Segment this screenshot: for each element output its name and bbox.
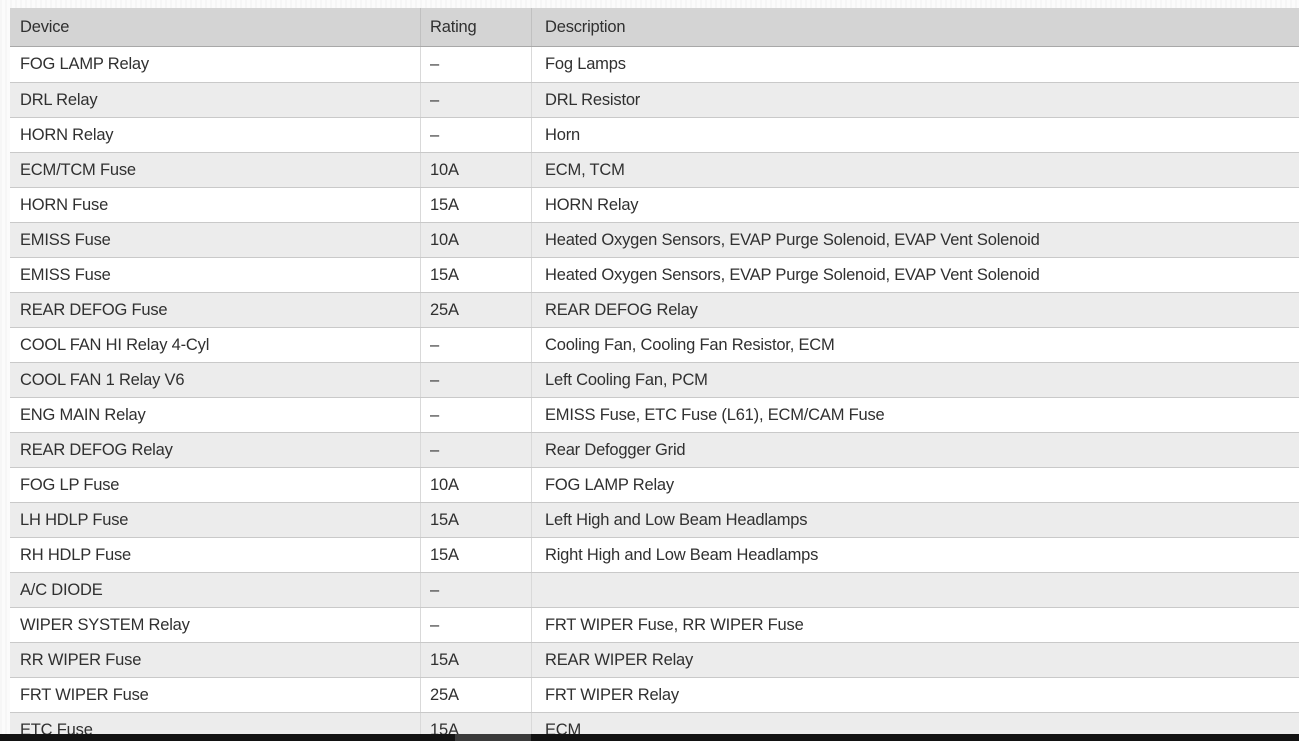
- device-cell: DRL Relay: [20, 90, 98, 109]
- device-cell: COOL FAN 1 Relay V6: [20, 370, 185, 389]
- description-cell: DRL Resistor: [531, 83, 1299, 117]
- device-cell: FOG LAMP Relay: [20, 55, 149, 73]
- device-cell: RH HDLP Fuse: [20, 545, 131, 564]
- table-row: DRL Relay – DRL Resistor: [10, 82, 1299, 117]
- description-cell: REAR DEFOG Relay: [531, 293, 1299, 327]
- rating-cell: –: [420, 47, 531, 82]
- table-row: EMISS Fuse 15A Heated Oxygen Sensors, EV…: [10, 257, 1299, 292]
- description-cell: Heated Oxygen Sensors, EVAP Purge Soleno…: [531, 258, 1299, 292]
- rating-cell: –: [420, 83, 531, 117]
- table-row: FOG LP Fuse 10A FOG LAMP Relay: [10, 467, 1299, 502]
- rating-cell: 15A: [420, 503, 531, 537]
- rating-cell: –: [420, 608, 531, 642]
- description-cell: Left Cooling Fan, PCM: [531, 363, 1299, 397]
- rating-cell: –: [420, 118, 531, 152]
- table-row: FOG LAMP Relay – Fog Lamps: [10, 47, 1299, 82]
- device-cell: ENG MAIN Relay: [20, 405, 146, 424]
- table-row: A/C DIODE –: [10, 572, 1299, 607]
- description-cell: Heated Oxygen Sensors, EVAP Purge Soleno…: [531, 223, 1299, 257]
- table-header-row: Device Rating Description: [10, 8, 1299, 47]
- device-cell: HORN Relay: [20, 125, 114, 144]
- table-row: REAR DEFOG Fuse 25A REAR DEFOG Relay: [10, 292, 1299, 327]
- rating-cell: 10A: [420, 223, 531, 257]
- table-row: FRT WIPER Fuse 25A FRT WIPER Relay: [10, 677, 1299, 712]
- description-cell: HORN Relay: [531, 188, 1299, 222]
- rating-cell: 25A: [420, 293, 531, 327]
- description-cell: Left High and Low Beam Headlamps: [531, 503, 1299, 537]
- rating-cell: 15A: [420, 188, 531, 222]
- description-cell: Right High and Low Beam Headlamps: [531, 538, 1299, 572]
- device-cell: COOL FAN HI Relay 4-Cyl: [20, 335, 210, 354]
- rating-cell: 15A: [420, 538, 531, 572]
- column-header-description: Description: [531, 8, 1299, 46]
- table-body: FOG LAMP Relay – Fog Lamps DRL Relay – D…: [10, 47, 1299, 741]
- column-header-device: Device: [20, 17, 70, 36]
- rating-cell: –: [420, 328, 531, 362]
- horizontal-scrollbar-thumb[interactable]: [455, 734, 531, 741]
- device-cell: ECM/TCM Fuse: [20, 160, 136, 179]
- table-row: WIPER SYSTEM Relay – FRT WIPER Fuse, RR …: [10, 607, 1299, 642]
- rating-cell: 25A: [420, 678, 531, 712]
- table-row: EMISS Fuse 10A Heated Oxygen Sensors, EV…: [10, 222, 1299, 257]
- table-row: RR WIPER Fuse 15A REAR WIPER Relay: [10, 642, 1299, 677]
- description-cell: Cooling Fan, Cooling Fan Resistor, ECM: [531, 328, 1299, 362]
- rating-cell: –: [420, 573, 531, 607]
- description-cell: EMISS Fuse, ETC Fuse (L61), ECM/CAM Fuse: [531, 398, 1299, 432]
- rating-cell: –: [420, 363, 531, 397]
- device-cell: WIPER SYSTEM Relay: [20, 615, 190, 634]
- description-cell: ECM, TCM: [531, 153, 1299, 187]
- rating-cell: 15A: [420, 258, 531, 292]
- table-row: HORN Relay – Horn: [10, 117, 1299, 152]
- table-row: LH HDLP Fuse 15A Left High and Low Beam …: [10, 502, 1299, 537]
- description-cell: Horn: [531, 118, 1299, 152]
- description-cell: FRT WIPER Relay: [531, 678, 1299, 712]
- window-bottom-edge: [0, 734, 1299, 741]
- description-cell: Rear Defogger Grid: [531, 433, 1299, 467]
- table-row: ENG MAIN Relay – EMISS Fuse, ETC Fuse (L…: [10, 397, 1299, 432]
- device-cell: REAR DEFOG Relay: [20, 440, 173, 459]
- description-cell: FRT WIPER Fuse, RR WIPER Fuse: [531, 608, 1299, 642]
- rating-cell: –: [420, 433, 531, 467]
- column-header-rating: Rating: [420, 8, 531, 46]
- rating-cell: 10A: [420, 153, 531, 187]
- device-cell: LH HDLP Fuse: [20, 510, 129, 529]
- description-cell: REAR WIPER Relay: [531, 643, 1299, 677]
- rating-cell: 15A: [420, 643, 531, 677]
- device-cell: EMISS Fuse: [20, 265, 111, 284]
- table-row: ECM/TCM Fuse 10A ECM, TCM: [10, 152, 1299, 187]
- description-cell: [531, 573, 1299, 607]
- device-cell: RR WIPER Fuse: [20, 650, 142, 669]
- device-cell: HORN Fuse: [20, 195, 109, 214]
- rating-cell: –: [420, 398, 531, 432]
- device-cell: A/C DIODE: [20, 580, 103, 599]
- rating-cell: 10A: [420, 468, 531, 502]
- table-row: COOL FAN HI Relay 4-Cyl – Cooling Fan, C…: [10, 327, 1299, 362]
- device-cell: REAR DEFOG Fuse: [20, 300, 168, 319]
- table-row: RH HDLP Fuse 15A Right High and Low Beam…: [10, 537, 1299, 572]
- fuse-relay-table: Device Rating Description FOG LAMP Relay…: [10, 8, 1299, 741]
- device-cell: EMISS Fuse: [20, 230, 111, 249]
- description-cell: Fog Lamps: [531, 47, 1299, 82]
- table-row: HORN Fuse 15A HORN Relay: [10, 187, 1299, 222]
- device-cell: FOG LP Fuse: [20, 475, 120, 494]
- device-cell: FRT WIPER Fuse: [20, 685, 149, 704]
- table-row: REAR DEFOG Relay – Rear Defogger Grid: [10, 432, 1299, 467]
- description-cell: FOG LAMP Relay: [531, 468, 1299, 502]
- table-row: COOL FAN 1 Relay V6 – Left Cooling Fan, …: [10, 362, 1299, 397]
